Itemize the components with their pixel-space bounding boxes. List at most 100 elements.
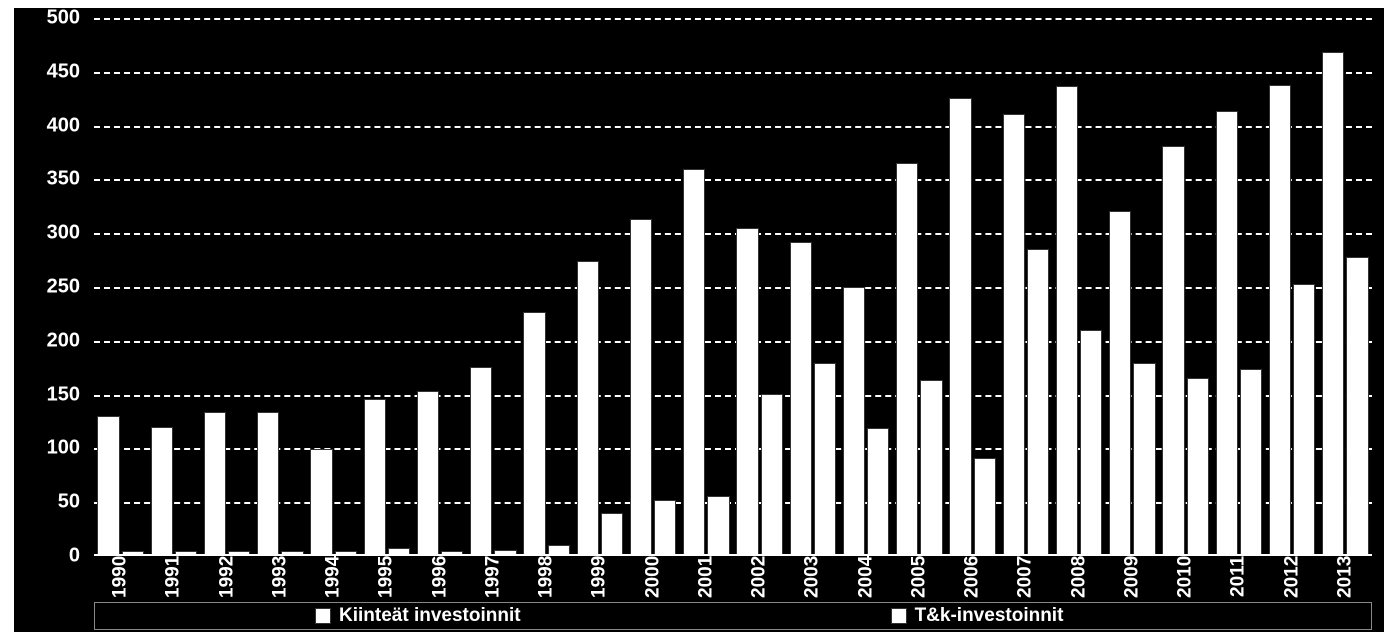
x-tick-label: 2011 <box>1212 556 1265 602</box>
year-group <box>467 18 520 556</box>
year-group <box>733 18 786 556</box>
year-group <box>1053 18 1106 556</box>
year-group <box>307 18 360 556</box>
bar <box>364 399 386 556</box>
bar <box>790 242 812 556</box>
bar <box>683 169 705 556</box>
bar <box>843 287 865 556</box>
bars-container <box>94 18 1372 556</box>
year-group <box>94 18 147 556</box>
year-group <box>360 18 413 556</box>
year-group <box>1319 18 1372 556</box>
bar <box>814 363 836 556</box>
bar <box>1056 86 1078 556</box>
y-tick-label: 200 <box>47 329 80 352</box>
x-tick-label: 2013 <box>1319 556 1372 602</box>
plot-area <box>94 18 1372 556</box>
year-group <box>786 18 839 556</box>
bar <box>577 261 599 556</box>
year-group <box>414 18 467 556</box>
year-group <box>627 18 680 556</box>
y-tick-label: 350 <box>47 168 80 191</box>
bar <box>257 412 279 556</box>
year-group <box>1266 18 1319 556</box>
bar <box>1162 146 1184 556</box>
x-tick-label: 1999 <box>573 556 626 602</box>
y-tick-label: 500 <box>47 8 80 30</box>
year-group <box>946 18 999 556</box>
y-tick-label: 400 <box>47 114 80 137</box>
year-group <box>147 18 200 556</box>
x-tick-label: 2001 <box>680 556 733 602</box>
year-group <box>573 18 626 556</box>
bar <box>151 427 173 556</box>
y-tick-label: 100 <box>47 437 80 460</box>
y-tick-label: 250 <box>47 276 80 299</box>
x-tick-label: 1997 <box>467 556 520 602</box>
x-tick-label: 1993 <box>254 556 307 602</box>
x-tick-label: 1991 <box>147 556 200 602</box>
x-tick-label: 2012 <box>1266 556 1319 602</box>
bar <box>736 228 758 556</box>
x-axis-labels: 1990199119921993199419951996199719981999… <box>94 556 1372 602</box>
year-group <box>1212 18 1265 556</box>
bar <box>761 394 783 556</box>
bar <box>1003 114 1025 556</box>
bar <box>470 367 492 556</box>
x-tick-label: 2007 <box>999 556 1052 602</box>
legend-swatch <box>891 608 907 624</box>
bar <box>601 513 623 556</box>
legend-item-tk: T&k-investoinnit <box>891 605 1064 627</box>
x-tick-label: 1998 <box>520 556 573 602</box>
x-tick-label: 1994 <box>307 556 360 602</box>
x-tick-label: 2000 <box>627 556 680 602</box>
x-tick-label: 2010 <box>1159 556 1212 602</box>
y-tick-label: 0 <box>69 545 80 568</box>
y-tick-label: 150 <box>47 383 80 406</box>
bar <box>1240 369 1262 556</box>
x-tick-label: 1990 <box>94 556 147 602</box>
bar <box>523 312 545 556</box>
bar <box>896 163 918 556</box>
bar <box>630 219 652 556</box>
bar <box>1216 111 1238 556</box>
year-group <box>893 18 946 556</box>
x-tick-label: 2008 <box>1053 556 1106 602</box>
bar <box>97 416 119 556</box>
chart-area: 050100150200250300350400450500 199019911… <box>14 8 1384 632</box>
x-tick-label: 2002 <box>733 556 786 602</box>
legend-label: Kiinteät investoinnit <box>339 605 521 627</box>
year-group <box>999 18 1052 556</box>
y-tick-label: 450 <box>47 60 80 83</box>
year-group <box>201 18 254 556</box>
x-tick-label: 1992 <box>201 556 254 602</box>
y-tick-label: 50 <box>58 491 80 514</box>
bar <box>974 458 996 556</box>
x-tick-label: 2003 <box>786 556 839 602</box>
bar <box>1080 330 1102 556</box>
bar <box>920 380 942 556</box>
bar <box>1187 378 1209 556</box>
bar <box>867 428 889 556</box>
bar <box>1269 85 1291 556</box>
year-group <box>254 18 307 556</box>
bar <box>204 412 226 556</box>
bar <box>417 391 439 556</box>
legend: Kiinteät investoinnit T&k-investoinnit <box>94 602 1372 630</box>
x-tick-label: 1996 <box>414 556 467 602</box>
x-tick-label: 2005 <box>893 556 946 602</box>
legend-swatch <box>315 608 331 624</box>
bar <box>1293 284 1315 556</box>
legend-label: T&k-investoinnit <box>915 605 1064 627</box>
bar <box>707 496 729 556</box>
x-tick-label: 2004 <box>840 556 893 602</box>
year-group <box>840 18 893 556</box>
year-group <box>1106 18 1159 556</box>
bar <box>1027 249 1049 556</box>
x-tick-label: 2009 <box>1106 556 1159 602</box>
bar <box>949 98 971 556</box>
bar <box>310 449 332 556</box>
bar <box>654 500 676 556</box>
bar <box>1133 363 1155 556</box>
y-tick-label: 300 <box>47 222 80 245</box>
